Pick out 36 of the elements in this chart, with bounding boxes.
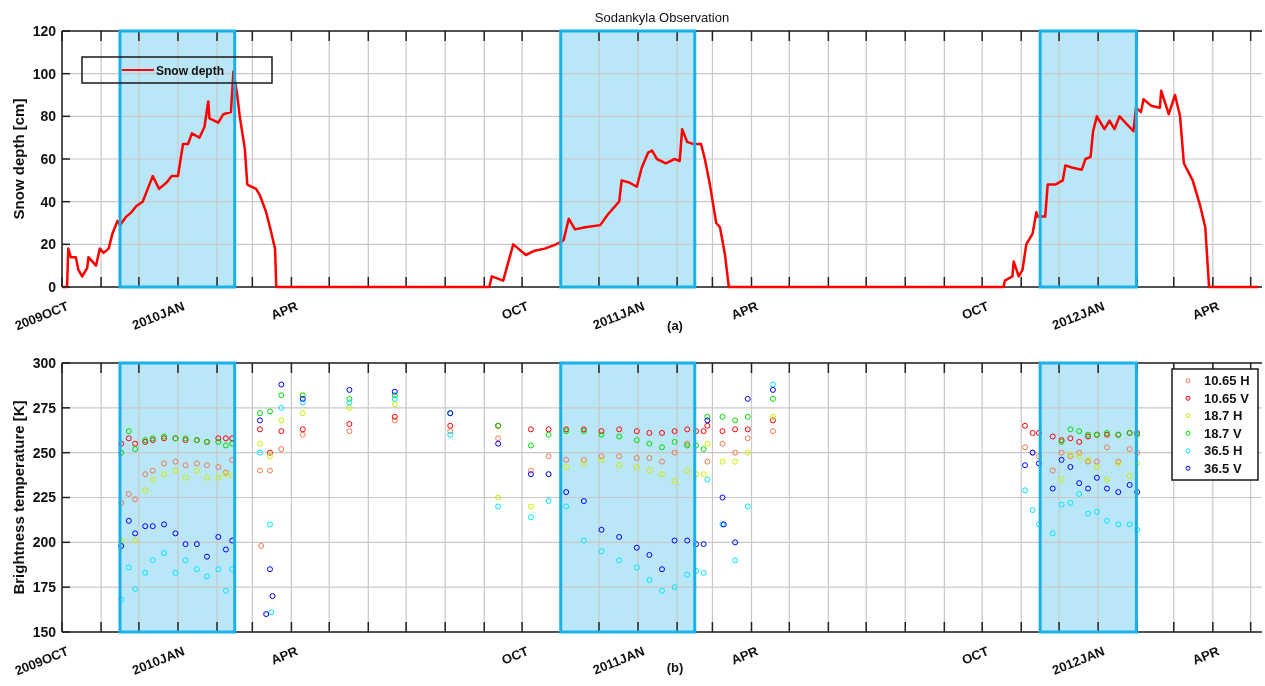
legend-label: 10.65 H bbox=[1204, 373, 1250, 389]
legend-label: 18.7 V bbox=[1204, 425, 1242, 441]
x-tick-label: APR bbox=[268, 643, 301, 668]
chart-title: Sodankyla Observation bbox=[594, 10, 730, 25]
x-tick-label: APR bbox=[728, 298, 761, 323]
x-tick-label: OCT bbox=[959, 298, 991, 323]
y-tick-label: 150 bbox=[32, 623, 57, 640]
y-axis-title: Snow depth [cm] bbox=[10, 98, 27, 220]
x-tick-label: OCT bbox=[499, 643, 531, 668]
x-tick-label: OCT bbox=[959, 643, 991, 668]
y-axis-title: Brightness temperature [K] bbox=[10, 400, 27, 595]
legend-label: 36.5 H bbox=[1204, 443, 1243, 459]
x-tick-label: APR bbox=[1190, 298, 1222, 323]
y-tick-label: 120 bbox=[32, 22, 57, 39]
x-tick-label: APR bbox=[268, 298, 301, 323]
y-tick-label: 275 bbox=[32, 399, 57, 416]
y-tick-label: 300 bbox=[32, 354, 57, 371]
legend-label: 18.7 H bbox=[1204, 408, 1243, 424]
text: (a) bbox=[667, 318, 683, 333]
y-tick-label: 0 bbox=[48, 278, 57, 295]
y-tick-label: 40 bbox=[40, 193, 57, 210]
y-tick-label: 60 bbox=[40, 150, 57, 167]
x-tick-label: OCT bbox=[499, 298, 531, 323]
text: (b) bbox=[666, 660, 684, 675]
y-tick-label: 250 bbox=[32, 444, 57, 461]
y-tick-label: 80 bbox=[40, 108, 57, 125]
y-tick-label: 200 bbox=[32, 534, 57, 551]
legend-label: Snow depth bbox=[156, 63, 224, 78]
y-tick-label: 20 bbox=[40, 236, 57, 253]
y-tick-label: 225 bbox=[32, 489, 57, 506]
legend-label: 36.5 V bbox=[1204, 460, 1242, 476]
x-tick-label: APR bbox=[728, 643, 761, 668]
y-tick-label: 175 bbox=[32, 579, 57, 596]
y-tick-label: 100 bbox=[32, 65, 57, 82]
legend-label: 10.65 V bbox=[1204, 390, 1250, 406]
x-tick-label: APR bbox=[1190, 643, 1222, 668]
